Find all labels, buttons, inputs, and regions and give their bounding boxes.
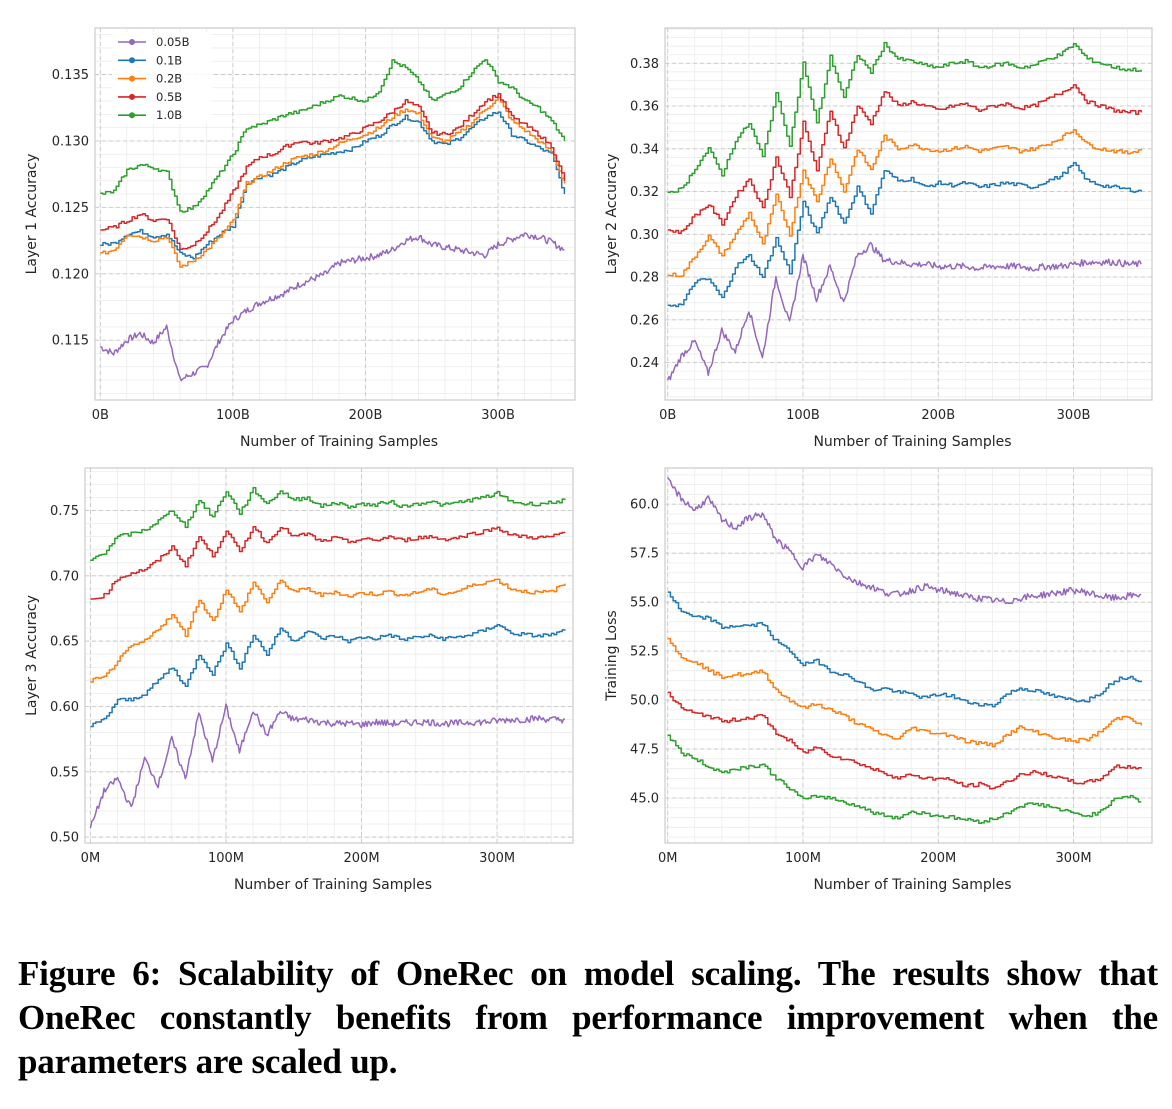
series-line-0_5B [667,691,1142,790]
x-tick-label: 300B [481,408,515,423]
y-tick-label: 0.55 [50,765,79,780]
x-tick-label: 100M [208,851,244,866]
series-line-0_05B [100,232,565,382]
legend-marker [129,57,135,64]
chart-panel-1: 0B 100B 200B 300B 0.115 0.120 0.125 0.130 0.135 N… [24,27,576,450]
series-line-0_2B [90,578,566,683]
x-tick-label: 0B [92,408,109,423]
y-tick-label: 0.50 [50,831,79,846]
legend-label: 0.2B [156,72,182,86]
y-axis-label: Layer 1 Accuracy [24,154,40,275]
x-axis-label: Number of Training Samples [813,877,1011,893]
x-axis-label: Number of Training Samples [234,877,432,893]
x-tick-label: 100B [216,408,250,423]
x-tick-label: 100M [785,851,821,866]
x-tick-label: 200B [921,408,955,423]
series-line-1_0B [90,486,566,561]
series-line-0_2B [667,637,1142,748]
legend-item-0_1B: 0.1B [118,53,182,67]
series-line-0_05B [89,703,566,829]
series-line-1_0B [667,41,1142,193]
series-line-1_0B [100,59,566,213]
y-tick-label: 52.5 [630,645,659,660]
legend-item-0_2B: 0.2B [118,72,182,86]
y-tick-label: 0.115 [52,334,89,349]
x-tick-label: 300M [479,851,515,866]
legend-label: 0.1B [156,53,182,67]
plot-frame [664,27,1153,401]
y-tick-label: 55.0 [630,596,659,611]
figure-6-charts: 0B 100B 200B 300B 0.115 0.120 0.125 0.130 0.135 N… [24,27,1153,893]
legend-label: 1.0B [156,108,182,122]
plot-frame [84,467,574,844]
series-line-0_1B [667,591,1142,708]
legend-item-1_0B: 1.0B [118,108,182,122]
chart-panel-3: 0M 100M 200M 300M 0.50 0.55 0.60 0.65 0.70 0.75 Nu… [24,467,574,893]
series-line-0_5B [90,526,566,600]
y-tick-label: 45.0 [630,791,659,806]
x-tick-label: 100B [786,408,820,423]
y-tick-label: 0.125 [52,201,89,216]
series-line-0_5B [100,93,566,250]
y-tick-label: 0.24 [630,356,659,371]
y-tick-label: 0.36 [630,100,659,115]
y-axis-label: Layer 2 Accuracy [604,154,620,275]
y-tick-label: 50.0 [630,694,659,709]
series-line-0_05B [667,241,1142,381]
series-line-0_1B [667,162,1142,308]
legend: 0.05B 0.1B 0.2B 0.5B 1.0B [112,32,212,124]
legend-item-0_5B: 0.5B [118,90,182,104]
x-tick-label: 200M [920,851,956,866]
x-tick-label: 0M [81,851,101,866]
legend-marker [129,39,135,45]
x-tick-label: 0M [658,851,678,866]
y-tick-label: 0.130 [52,134,89,149]
plot-frame [664,467,1153,844]
chart-panel-2: 0B 100B 200B 300B 0.24 0.26 0.28 0.30 0.32 0.34 0.… [604,27,1153,450]
series-line-0_2B [667,128,1142,278]
y-tick-label: 0.34 [630,142,659,157]
y-tick-label: 0.135 [52,68,89,83]
legend-marker [129,93,135,100]
y-tick-label: 0.65 [50,635,79,650]
x-axis-label: Number of Training Samples [240,434,438,450]
series-line-0_2B [100,96,566,268]
x-tick-label: 200M [344,851,380,866]
x-tick-label: 300B [1057,408,1091,423]
y-tick-label: 0.60 [50,700,79,715]
y-tick-label: 0.75 [50,504,79,519]
x-tick-label: 300M [1056,851,1092,866]
plot-frame [94,27,576,401]
series-line-0_05B [667,476,1142,605]
y-tick-label: 0.38 [630,57,659,72]
legend-label: 0.05B [156,35,190,49]
y-tick-label: 0.30 [630,228,659,243]
legend-marker [129,112,135,119]
y-tick-label: 0.70 [50,569,79,584]
y-tick-label: 60.0 [630,498,659,513]
series-line-0_1B [90,624,566,728]
y-tick-label: 0.28 [630,271,659,286]
x-tick-label: 200B [349,408,383,423]
y-axis-label: Layer 3 Accuracy [24,595,40,716]
figure-caption: Figure 6: Scalability of OneRec on model… [18,954,1158,1081]
y-tick-label: 0.120 [52,267,89,282]
legend-marker [129,75,135,82]
y-tick-label: 57.5 [630,547,659,562]
chart-panel-4: 0M 100M 200M 300M 45.0 47.5 50.0 52.5 55.0 57.5 60… [604,467,1153,893]
x-tick-label: 0B [659,408,676,423]
plot-area [665,468,1152,843]
legend-label: 0.5B [156,90,182,104]
y-tick-label: 0.32 [630,185,659,200]
y-tick-label: 0.26 [630,313,659,328]
y-axis-label: Training Loss [604,610,620,701]
y-tick-label: 47.5 [630,743,659,758]
series-line-1_0B [667,734,1142,825]
legend-item-0_05B: 0.05B [118,35,190,49]
x-axis-label: Number of Training Samples [813,434,1011,450]
series-line-0_5B [667,84,1142,234]
